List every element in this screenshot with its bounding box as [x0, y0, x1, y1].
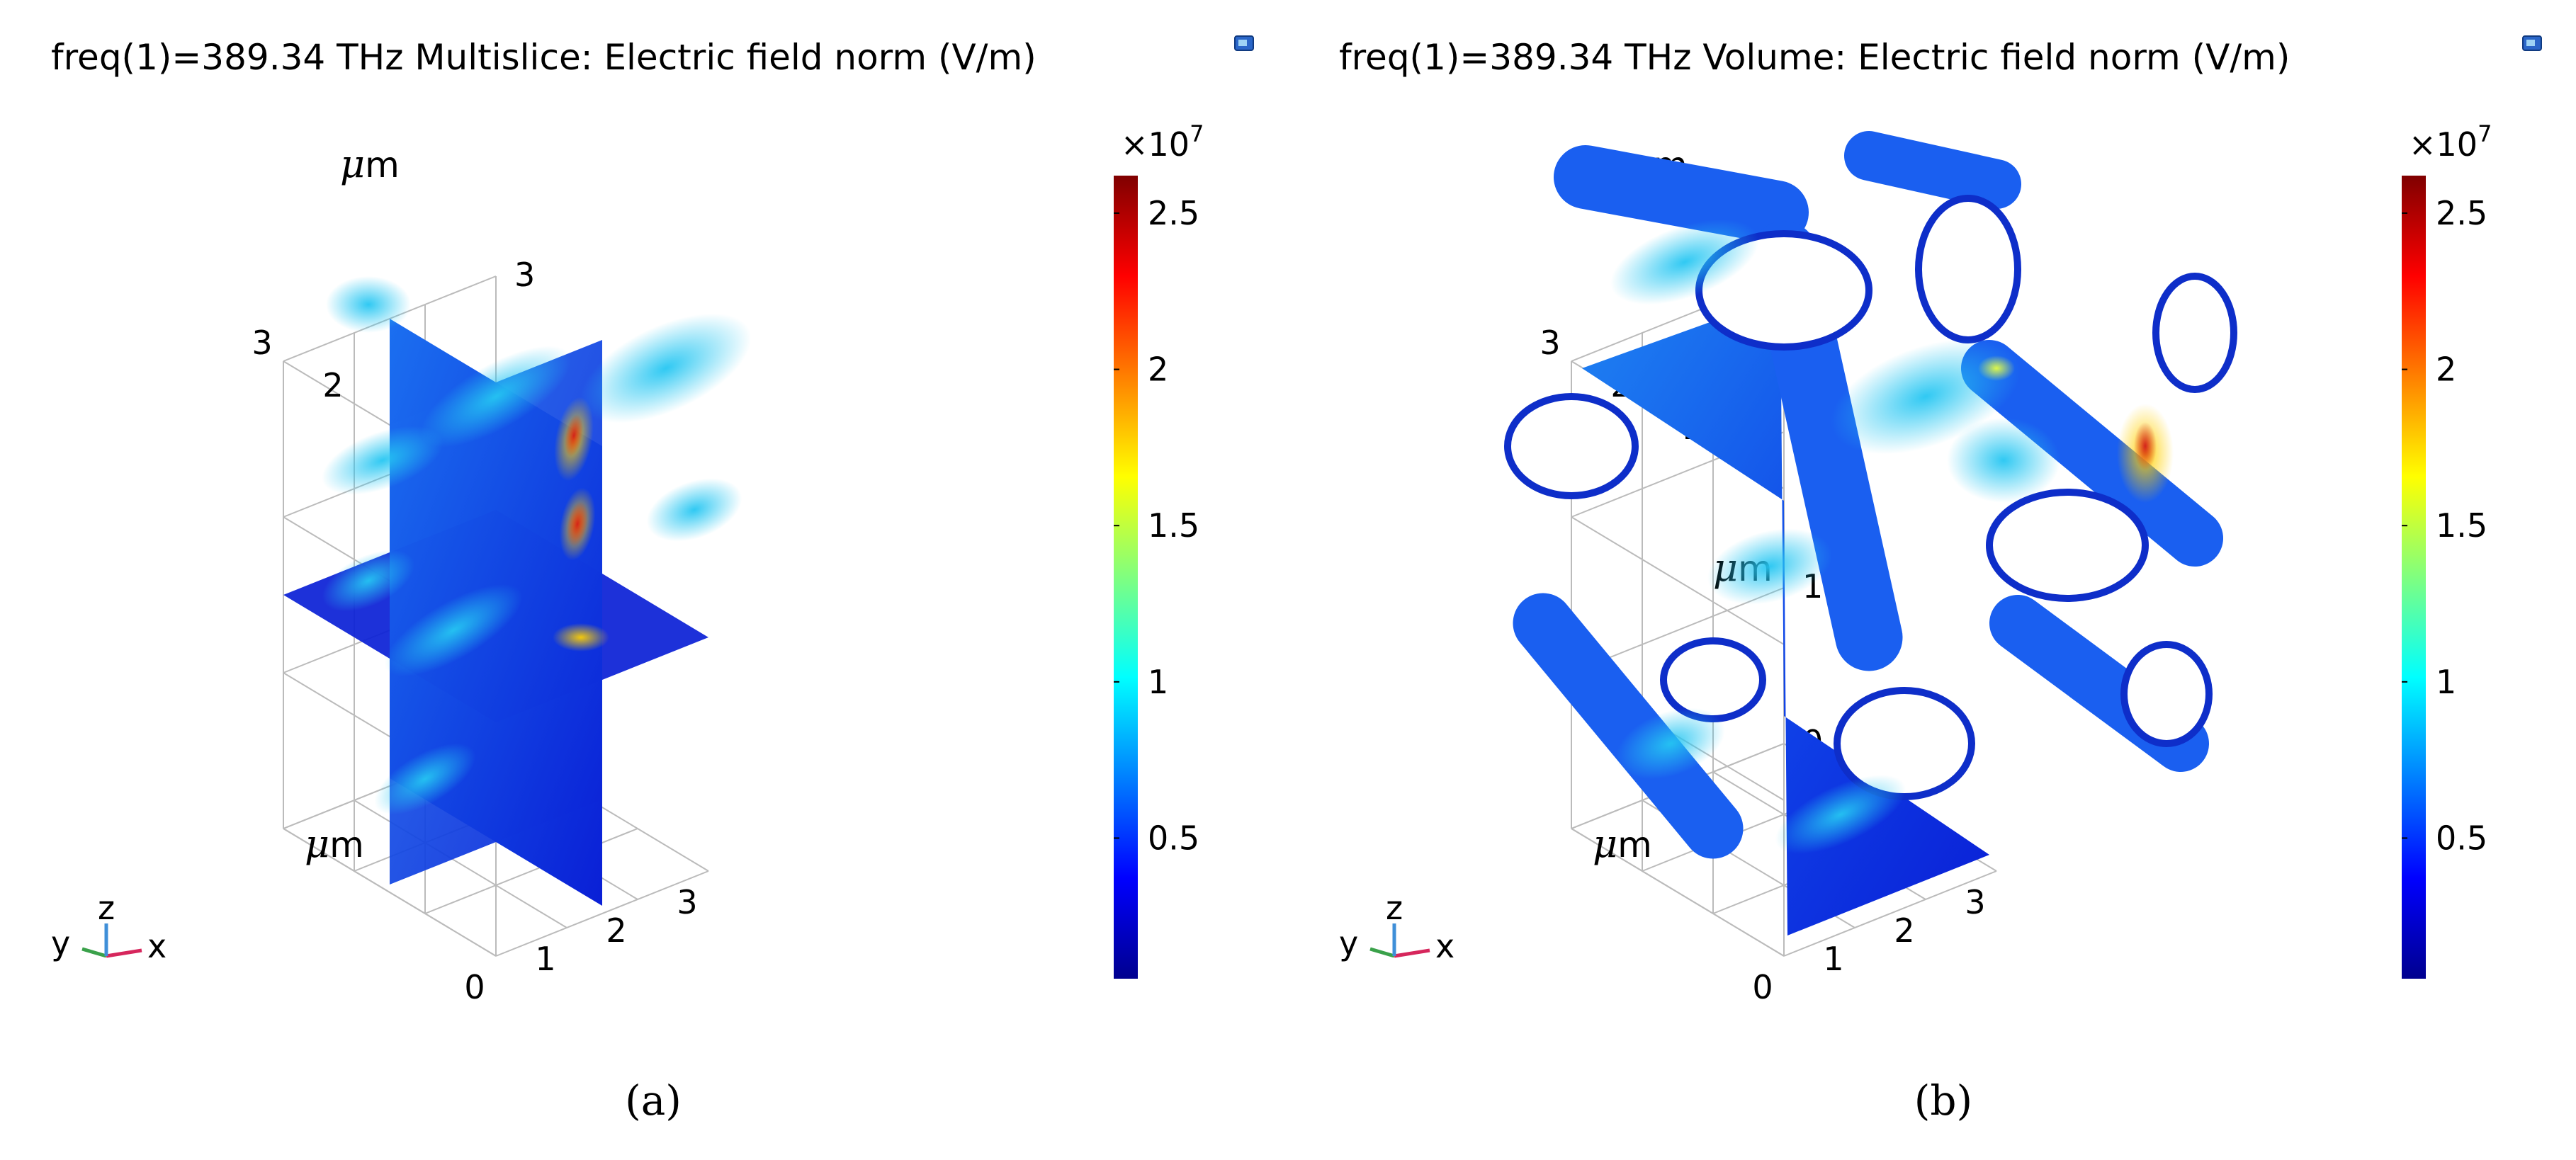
field-hotspot [1978, 356, 2015, 381]
volume-structure [1504, 131, 2237, 936]
volume-hole [1915, 195, 2021, 343]
field-hotspot [420, 346, 572, 448]
gridline [495, 870, 709, 957]
gridline [283, 828, 497, 957]
colorbar-multiplier: ×107 [1121, 120, 1204, 164]
colorbar [2402, 176, 2426, 979]
x-tick-label: 1 [535, 940, 555, 978]
unit-mu: μ [305, 821, 329, 866]
triad-x-arrow [106, 948, 142, 958]
field-hotspot [553, 623, 609, 652]
colorbar-tick-label: 1 [2436, 663, 2456, 701]
x-tick-label: 0 [464, 968, 485, 1006]
field-hotspot [1610, 219, 1759, 305]
axis-triad: x yz [51, 889, 166, 965]
field-hotspot [565, 414, 583, 457]
panel-a: freq(1)=389.34 THz Multislice: Electric … [0, 0, 1288, 1125]
colorbar-tick-label: 1.5 [1148, 506, 1199, 545]
colorbar-tick-label: 0.5 [2436, 819, 2487, 857]
colorbar-tick-label: 1 [1148, 663, 1168, 701]
gridline [1571, 828, 1785, 957]
gridline [1571, 516, 1785, 645]
multiplier-base: ×10 [2409, 125, 2478, 164]
triad-y-arrow [1369, 947, 1395, 958]
axis-triad: x yz [1339, 889, 1454, 965]
field-hotspot [1707, 528, 1832, 605]
x-tick-label: 3 [1965, 883, 1985, 921]
unit-m: m [365, 144, 400, 186]
volume-strut [1844, 131, 2021, 209]
field-hotspot [384, 584, 523, 676]
field-hotspot [646, 478, 742, 542]
colorbar-tick-label: 2.5 [2436, 194, 2487, 232]
field-hotspot [1616, 707, 1725, 780]
panel-b: freq(1)=389.34 THz Volume: Electric fiel… [1288, 0, 2576, 1160]
colorbar-tick-label: 2 [2436, 351, 2456, 389]
multiplier-base: ×10 [1121, 125, 1190, 164]
window-icon[interactable] [1234, 35, 1254, 51]
volume-strut [1961, 340, 2223, 567]
unit-mu: μ [1593, 821, 1617, 866]
field-hotspot [322, 550, 415, 612]
x-tick-label: 0 [1752, 968, 1773, 1006]
field-hotspot [326, 276, 411, 333]
colorbar-multiplier: ×107 [2409, 120, 2492, 164]
x-axis-unit: μm [1593, 821, 1652, 866]
unit-m: m [1617, 824, 1652, 865]
gridline [1783, 870, 1997, 957]
multiplier-exponent: 7 [2478, 120, 2492, 147]
field-hotspot [580, 313, 752, 423]
x-tick-label: 2 [1894, 911, 1914, 950]
x-tick-label: 1 [1823, 940, 1843, 978]
colorbar-tick-label: 2.5 [1148, 194, 1199, 232]
field-hotspot [1775, 775, 1906, 854]
triad-z-label: z [98, 889, 115, 927]
volume-hole [2120, 641, 2213, 747]
unit-mu: μ [340, 142, 365, 186]
multiplier-exponent: 7 [1190, 120, 1204, 147]
colorbar [1114, 176, 1138, 979]
x-axis-unit: μm [305, 821, 364, 866]
triad-y-arrow [81, 947, 107, 958]
colorbar-tick-label: 1.5 [2436, 506, 2487, 545]
unit-m: m [329, 824, 364, 865]
panel-label: (b) [1914, 1076, 1973, 1125]
volume-hole [1504, 393, 1639, 499]
field-hotspot [2134, 422, 2157, 470]
triad-x-label: x [147, 927, 166, 965]
field-hotspot [322, 426, 444, 495]
volume-strut [1513, 593, 1744, 859]
y-tick-label: 3 [252, 324, 272, 362]
window-icon[interactable] [2522, 35, 2542, 51]
y-axis-unit: μm [340, 142, 400, 186]
triad-y-label: y [1339, 924, 1358, 962]
colorbar-tick-label: 0.5 [1148, 819, 1199, 857]
y-tick-label: 2 [322, 366, 343, 404]
volume-hole [1660, 637, 1766, 722]
volume-body [1582, 297, 1989, 936]
triad-x-arrow [1394, 948, 1430, 958]
volume-hole [1986, 489, 2149, 602]
panel-label: (a) [625, 1076, 682, 1125]
field-hotspot [374, 743, 476, 815]
triad-x-label: x [1435, 927, 1454, 965]
x-tick-label: 3 [677, 883, 697, 921]
x-tick-label: 2 [606, 911, 626, 950]
triad-y-label: y [51, 924, 70, 962]
y-tick-label: 3 [1540, 324, 1560, 362]
field-hotspot [567, 501, 588, 547]
plot-title: freq(1)=389.34 THz Volume: Electric fiel… [1339, 37, 2290, 78]
volume-strut [1554, 145, 1809, 244]
field-hotspot [1947, 418, 2060, 503]
plot-title: freq(1)=389.34 THz Multislice: Electric … [51, 37, 1036, 78]
z-tick-label: 3 [514, 256, 535, 294]
triad-z-label: z [1386, 889, 1403, 927]
colorbar-tick-label: 2 [1148, 351, 1168, 389]
volume-hole [2152, 273, 2237, 393]
